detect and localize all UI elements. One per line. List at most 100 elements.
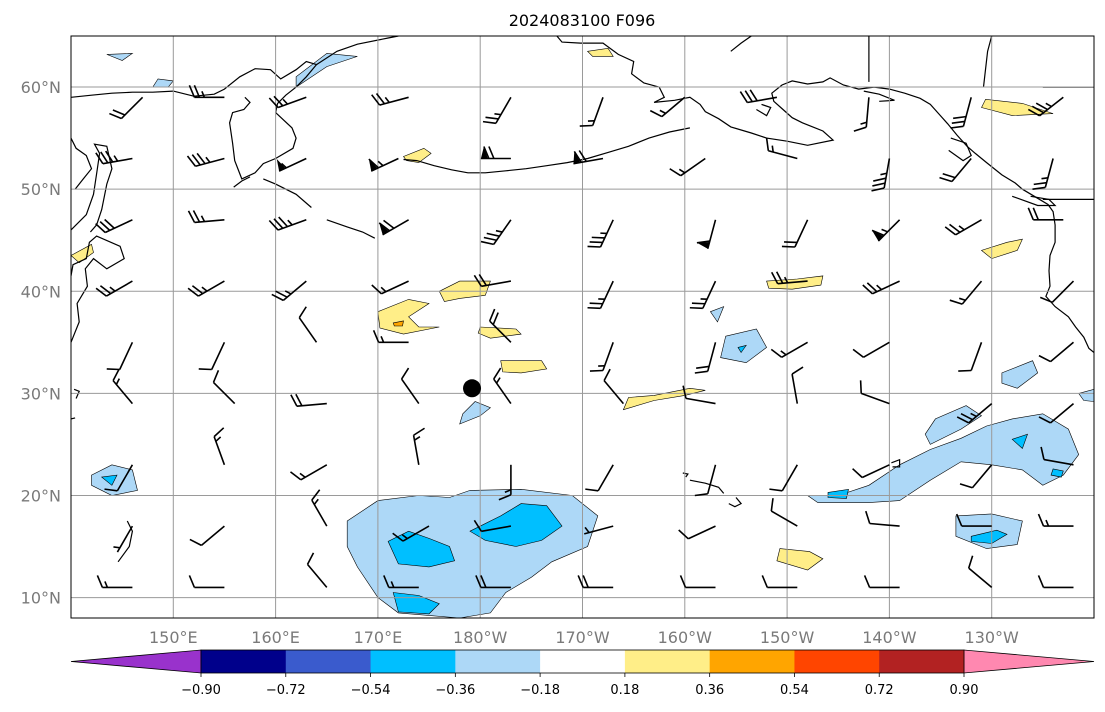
colorbar-tick-label: 0.36 bbox=[695, 683, 724, 698]
coastline-18 bbox=[117, 520, 134, 563]
coastline-8 bbox=[1011, 195, 1057, 207]
wind-barb bbox=[852, 341, 890, 358]
wind-barb bbox=[372, 329, 409, 344]
wind-barb bbox=[187, 280, 225, 297]
colorbar-tick-label: −0.54 bbox=[351, 683, 391, 698]
wind-barb bbox=[1038, 402, 1075, 424]
wind-barb bbox=[368, 157, 399, 172]
wind-barb bbox=[649, 96, 686, 118]
wind-barb bbox=[791, 366, 804, 404]
wind-barb bbox=[862, 280, 900, 295]
wind-barb bbox=[412, 427, 425, 465]
contour-layer bbox=[71, 47, 1094, 618]
contour-fill-2-11 bbox=[586, 47, 614, 57]
wind-barb bbox=[371, 92, 409, 106]
wind-barb-layer bbox=[95, 84, 1075, 589]
coastline-11 bbox=[233, 176, 251, 188]
contour-fill-0-11 bbox=[709, 306, 725, 323]
wind-barb bbox=[679, 575, 716, 589]
wind-barb bbox=[213, 427, 226, 466]
colorbar-tick-label: 0.90 bbox=[950, 683, 979, 698]
wind-barb bbox=[585, 464, 614, 492]
wind-barb bbox=[949, 280, 983, 305]
contour-fill-2-3 bbox=[500, 360, 548, 374]
lat-label: 50°N bbox=[21, 180, 61, 199]
wind-barb bbox=[298, 306, 318, 343]
wind-barb bbox=[573, 150, 604, 165]
colorbar-tick-label: 0.72 bbox=[865, 683, 894, 698]
wind-barb bbox=[212, 370, 236, 405]
wind-barb bbox=[587, 219, 614, 248]
wind-barb bbox=[95, 218, 133, 234]
wind-barb bbox=[669, 157, 706, 177]
coastline-15 bbox=[728, 497, 743, 508]
wind-barb bbox=[770, 271, 808, 285]
wind-barb bbox=[589, 342, 614, 372]
contour-fill-0-1 bbox=[806, 413, 1080, 503]
lat-label: 40°N bbox=[21, 282, 61, 301]
wind-barb bbox=[1027, 207, 1064, 221]
wind-barb bbox=[1037, 513, 1074, 527]
coastline-13 bbox=[326, 219, 376, 239]
coastline-21 bbox=[71, 417, 76, 420]
colorbar-tick-label: 0.54 bbox=[780, 683, 809, 698]
coastline-10 bbox=[730, 36, 752, 52]
wind-barb bbox=[306, 552, 328, 588]
colorbar-bin bbox=[709, 650, 795, 673]
contour-fill-0-10 bbox=[106, 53, 134, 61]
wind-barb bbox=[498, 464, 512, 501]
latitude-labels: 10°N 20°N 30°N 40°N 50°N 60°N bbox=[21, 78, 61, 608]
wind-barb bbox=[967, 555, 993, 589]
colorbar: −0.90 −0.72 −0.54 −0.36 −0.18 0.18 0.36 0.54 0.7… bbox=[70, 649, 1095, 698]
wind-barb bbox=[113, 525, 134, 553]
colorbar-bin bbox=[879, 650, 965, 673]
wind-barb bbox=[311, 489, 328, 527]
wind-barb bbox=[956, 402, 993, 424]
contour-fill-0-7 bbox=[459, 401, 491, 425]
wind-barb bbox=[109, 96, 144, 120]
wind-barb bbox=[694, 464, 717, 497]
wind-barb bbox=[268, 216, 307, 231]
wind-barb bbox=[95, 150, 133, 165]
wind-barb bbox=[187, 210, 225, 224]
colorbar-max-extend bbox=[963, 649, 1095, 674]
wind-barb bbox=[1040, 446, 1074, 466]
map-title: 2024083100 F096 bbox=[509, 11, 656, 30]
wind-barb bbox=[955, 513, 992, 527]
colorbar-bin bbox=[370, 650, 456, 673]
coastline-9 bbox=[756, 103, 772, 117]
wind-barb bbox=[186, 152, 225, 168]
wind-barb bbox=[696, 219, 717, 249]
coastline-7 bbox=[948, 137, 972, 162]
lon-label: 160°W bbox=[658, 628, 713, 647]
wind-barb bbox=[189, 525, 225, 547]
contour-fill-0-12 bbox=[1078, 388, 1094, 402]
wind-barb bbox=[188, 84, 225, 99]
wind-barb bbox=[473, 274, 512, 288]
colorbar-tick-label: 0.18 bbox=[610, 683, 639, 698]
wind-barb bbox=[188, 575, 225, 589]
lon-label: 150°W bbox=[760, 628, 815, 647]
wind-barb bbox=[678, 525, 716, 540]
longitude-labels: 150°E 160°E 170°E 180°W 170°W 160°W 150°W 140°W… bbox=[149, 628, 1019, 647]
wind-barb bbox=[104, 464, 134, 492]
wind-barb bbox=[392, 525, 430, 542]
wind-barb bbox=[577, 575, 614, 589]
wind-barb bbox=[475, 575, 511, 589]
lat-label: 10°N bbox=[21, 589, 61, 608]
wind-barb bbox=[863, 575, 900, 589]
lon-label: 140°W bbox=[862, 628, 917, 647]
wind-barb bbox=[871, 219, 901, 242]
contour-fill-2-6 bbox=[776, 548, 824, 571]
wind-barb bbox=[268, 95, 307, 109]
coastline-14 bbox=[403, 127, 691, 174]
wind-barb bbox=[959, 464, 993, 489]
coastline-4 bbox=[316, 36, 399, 66]
wind-barb bbox=[400, 367, 420, 405]
coastline-5 bbox=[556, 36, 1094, 353]
wind-barb bbox=[271, 280, 307, 302]
contour-fill-0-9 bbox=[295, 53, 358, 88]
wind-barb bbox=[290, 393, 327, 408]
wind-barb bbox=[1027, 96, 1064, 117]
